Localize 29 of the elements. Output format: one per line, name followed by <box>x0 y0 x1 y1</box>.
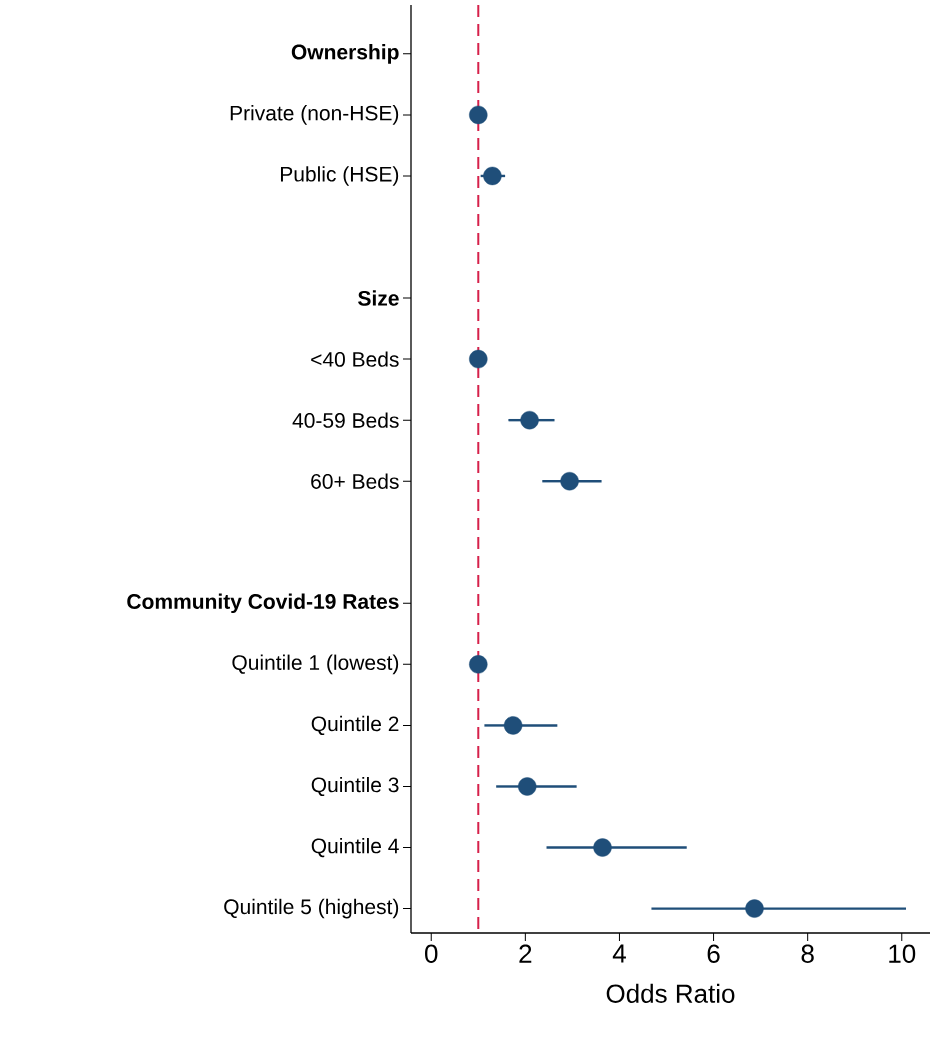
y-tick-label: Size <box>358 290 399 306</box>
point <box>503 716 523 735</box>
x-tick-label: 8 <box>801 944 814 963</box>
y-tick-label: <40 Beds <box>311 351 399 367</box>
y-tick-label: Quintile 2 <box>311 715 399 736</box>
point <box>560 472 579 491</box>
y-tick-label: 60+ Beds <box>311 473 399 489</box>
y-tick-label: Private (non-HSE) <box>230 105 399 125</box>
y-tick-label: 40-59 Beds <box>292 412 399 428</box>
y-tick-label: Ownership <box>291 44 399 64</box>
point <box>469 655 488 674</box>
point <box>593 838 612 857</box>
x-axis-title: Odds Ratio <box>606 983 735 1003</box>
point <box>469 349 488 369</box>
y-tick-label: Quintile 3 <box>311 776 399 797</box>
point <box>518 777 537 796</box>
point <box>469 105 488 125</box>
y-tick-label: Quintile 1 (lowest) <box>232 654 399 675</box>
y-tick-label: Quintile 5 (highest) <box>224 898 399 919</box>
y-tick-label: Public (HSE) <box>280 166 399 186</box>
y-tick-label: Community Covid-19 Rates <box>127 593 399 614</box>
y-tick-label: Quintile 4 <box>311 837 399 858</box>
x-tick-label: 4 <box>612 944 626 963</box>
point <box>520 410 539 430</box>
x-tick-label: 6 <box>707 944 720 963</box>
point <box>745 899 764 918</box>
x-tick-label: 0 <box>425 944 438 963</box>
x-tick-label: 10 <box>889 944 916 963</box>
x-tick-label: 2 <box>519 944 532 963</box>
